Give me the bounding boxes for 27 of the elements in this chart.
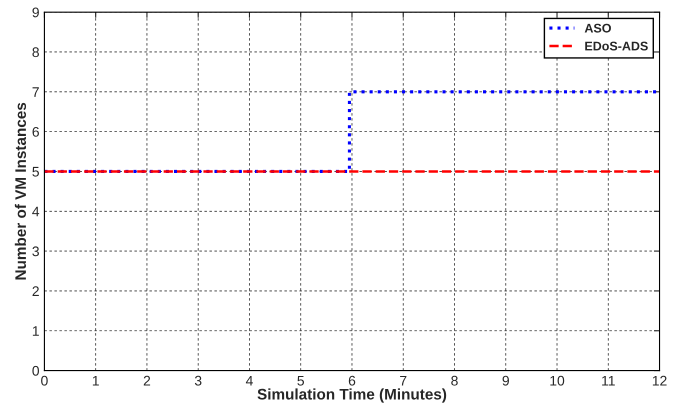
legend-label: EDoS-ADS bbox=[585, 42, 648, 50]
x-tick-label: 8 bbox=[451, 376, 458, 386]
x-tick-label: 4 bbox=[246, 376, 253, 386]
x-tick-label: 1 bbox=[92, 376, 99, 386]
x-axis-title: Simulation Time (Minutes) bbox=[257, 388, 446, 403]
y-tick-label: 8 bbox=[32, 47, 39, 58]
x-tick-label: 11 bbox=[602, 376, 615, 386]
x-tick-label: 2 bbox=[144, 376, 150, 386]
y-tick-label: 7 bbox=[32, 87, 39, 97]
y-tick-label: 9 bbox=[32, 7, 39, 18]
x-tick-label: 0 bbox=[41, 376, 48, 386]
y-tick-label: 6 bbox=[32, 126, 39, 137]
y-axis-title: Number of VM Instances bbox=[14, 102, 26, 280]
y-tick-label: 3 bbox=[32, 246, 39, 256]
y-tick-label: 2 bbox=[32, 286, 39, 296]
y-tick-label: 0 bbox=[32, 366, 40, 376]
x-tick-label: 12 bbox=[652, 376, 667, 386]
legend-label: ASO bbox=[584, 24, 611, 33]
y-tick-label: 5 bbox=[32, 166, 39, 177]
y-tick-label: 1 bbox=[32, 326, 39, 336]
x-tick-label: 7 bbox=[400, 376, 406, 386]
y-tick-label: 4 bbox=[32, 206, 40, 216]
x-tick-label: 6 bbox=[348, 376, 356, 386]
x-tick-label: 10 bbox=[550, 376, 564, 386]
x-tick-label: 5 bbox=[297, 376, 304, 386]
x-tick-label: 9 bbox=[502, 376, 509, 386]
x-tick-label: 3 bbox=[194, 376, 202, 386]
